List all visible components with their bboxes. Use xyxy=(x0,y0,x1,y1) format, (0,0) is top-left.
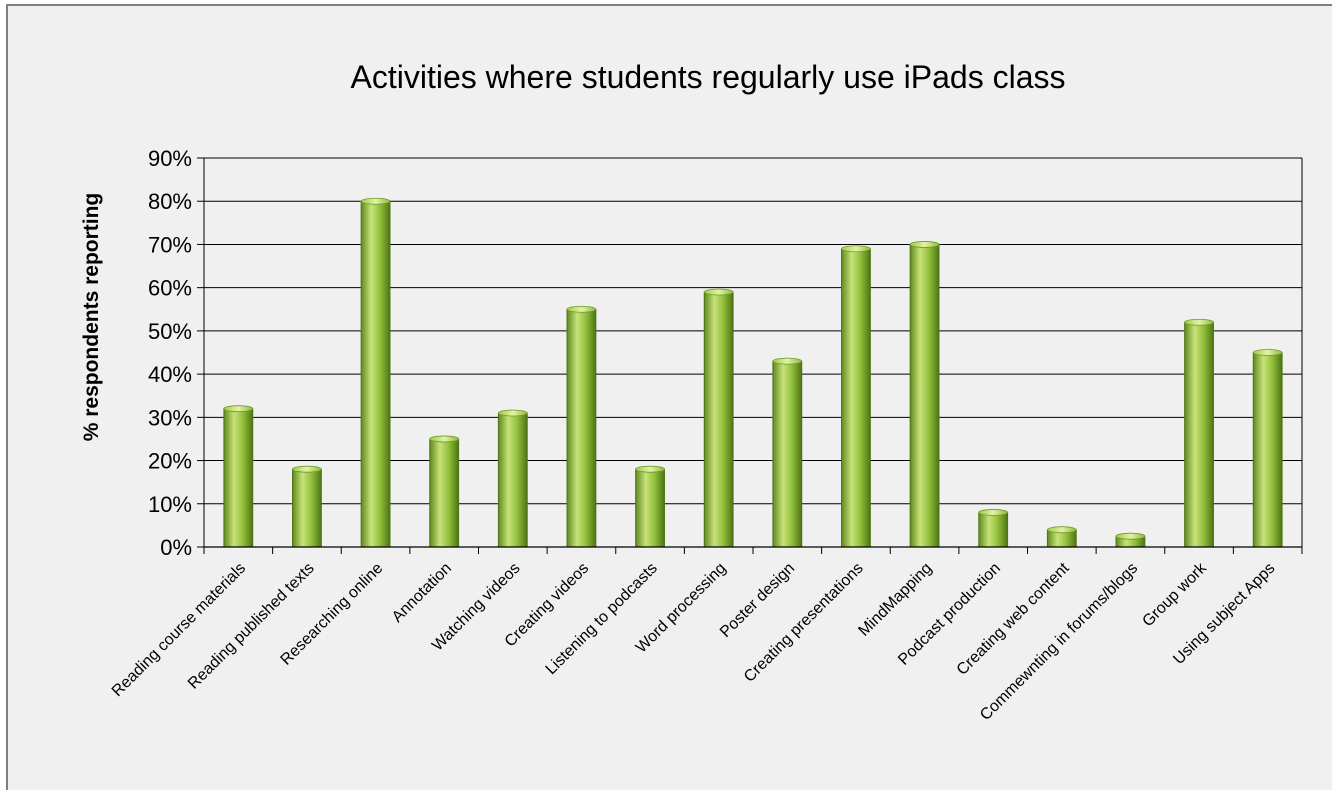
y-axis-label: % respondents reporting xyxy=(80,193,103,442)
bar-chart: Activities where students regularly use … xyxy=(80,59,1303,724)
bar-1 xyxy=(223,405,254,548)
x-category-label: Reading published texts xyxy=(185,560,318,693)
axes xyxy=(203,158,1303,554)
y-tick-label: 70% xyxy=(148,232,192,257)
bar-10 xyxy=(841,245,871,548)
bar-13 xyxy=(1046,526,1077,548)
bar xyxy=(360,200,391,548)
bar-9 xyxy=(772,357,803,548)
bar-cap xyxy=(1047,526,1077,534)
bar-cap xyxy=(909,241,940,248)
bar xyxy=(978,511,1009,548)
x-category-label: Group work xyxy=(1139,559,1210,630)
y-tick-label: 10% xyxy=(148,492,192,517)
bar-11 xyxy=(909,241,940,548)
y-tick-label: 40% xyxy=(148,362,192,387)
y-tick-label: 50% xyxy=(148,319,192,344)
bar-cap xyxy=(772,357,803,365)
y-tick-label: 60% xyxy=(148,276,192,301)
bar-cap xyxy=(1252,349,1283,356)
chart-title: Activities where students regularly use … xyxy=(351,59,1066,95)
bar-cap xyxy=(1115,532,1146,540)
bar-cap xyxy=(1184,318,1214,326)
y-tick-label: 20% xyxy=(148,449,192,474)
bar xyxy=(909,243,940,548)
x-category-label: Listening to podcasts xyxy=(543,560,661,678)
bar-7 xyxy=(635,465,665,548)
y-axis-ticks: 0% 10% 20% 30% 40% 50% 60% 70% 80% 90% xyxy=(148,146,204,560)
y-tick-label: 80% xyxy=(148,189,192,214)
y-tick-label: 90% xyxy=(148,146,192,171)
bar xyxy=(292,468,322,548)
x-category-label: Reading course materials xyxy=(109,560,249,700)
bar-cap xyxy=(978,509,1008,516)
chart-frame: Activities where students regularly use … xyxy=(6,4,1332,790)
bar-cap xyxy=(566,305,597,313)
x-category-label: Creating web content xyxy=(954,559,1073,678)
bar-15 xyxy=(1184,318,1214,548)
bar-cap xyxy=(360,197,391,205)
bar xyxy=(1184,321,1214,548)
x-category-label: Annotation xyxy=(389,560,455,626)
bar xyxy=(497,412,528,548)
bar-cap xyxy=(703,288,734,296)
bar xyxy=(223,408,254,548)
bar xyxy=(635,468,665,548)
bar-4 xyxy=(429,435,460,548)
x-category-label: Creating presentations xyxy=(741,560,867,686)
bar xyxy=(703,291,734,548)
bar xyxy=(429,438,460,548)
bar-cap xyxy=(223,405,254,413)
bar-14 xyxy=(1115,532,1146,548)
bar-cap xyxy=(635,465,665,473)
bar-5 xyxy=(497,409,528,548)
bar xyxy=(772,360,803,548)
bar-cap xyxy=(292,465,322,473)
y-tick-label: 30% xyxy=(148,405,192,430)
bar xyxy=(1252,352,1283,548)
y-tick-label: 0% xyxy=(160,535,192,560)
bar-cap xyxy=(498,409,528,417)
bars xyxy=(223,197,1283,548)
bar-cap xyxy=(429,435,459,443)
bar-16 xyxy=(1252,349,1283,548)
bar-2 xyxy=(292,465,322,548)
bar-8 xyxy=(703,288,734,548)
bar-6 xyxy=(566,305,597,548)
bar-cap xyxy=(841,245,871,253)
bar xyxy=(566,308,597,548)
bar xyxy=(841,248,871,548)
bar-3 xyxy=(360,197,391,548)
bar-12 xyxy=(978,509,1009,548)
